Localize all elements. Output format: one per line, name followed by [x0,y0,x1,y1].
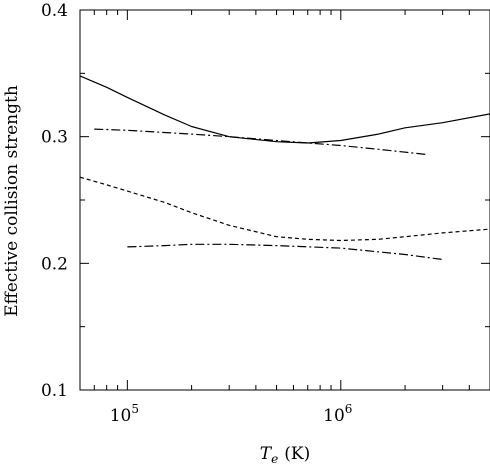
y-tick-label: 0.1 [41,381,68,401]
series-line-2-dashdot [94,128,426,155]
x-axis-title-sub: e [271,452,278,466]
x-tick-label-exponent: 5 [131,402,139,416]
plot-frame-group [79,9,490,391]
x-axis-title-main: T [260,444,273,464]
y-tick-label: 0.4 [41,1,68,21]
plot-frame [79,9,490,391]
x-axis-title: Te (K) [260,444,310,466]
x-tick-label: 105 [110,402,139,426]
series-line-1-solid [79,75,490,144]
x-axis-title-group: Te (K) [260,444,310,466]
y-tick-label: 0.2 [41,254,68,274]
series-line-4-dashdot [127,243,443,261]
series-line-3-dashed [79,176,490,242]
y-tick-label: 0.3 [41,128,68,148]
x-tick-label-base: 10 [110,406,132,426]
series-group [79,75,490,261]
x-axis-title-unit: (K) [284,444,310,464]
ticks-group [79,9,490,391]
x-tick-label: 106 [323,402,352,426]
x-tick-label-exponent: 6 [345,402,353,416]
x-tick-label-base: 10 [323,406,345,426]
y-axis-title: Effective collision strength [2,85,22,317]
